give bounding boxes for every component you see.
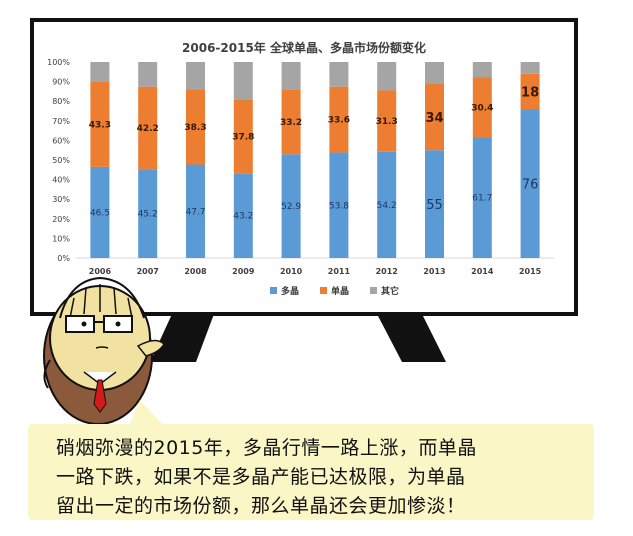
bar-segment-2 — [329, 62, 349, 87]
data-label: 30.4 — [471, 103, 493, 113]
bar-segment-1 — [520, 73, 540, 110]
y-tick-label: 80% — [52, 97, 70, 106]
caption-line: 硝烟弥漫的2015年，多晶行情一路上涨，而单晶 — [56, 437, 477, 459]
legend-swatch — [320, 287, 327, 294]
hair — [59, 276, 145, 319]
speech-caption: 硝烟弥漫的2015年，多晶行情一路上涨，而单晶 一路下跌，如果不是多晶产能已达极… — [28, 424, 594, 520]
x-tick-label: 2015 — [519, 267, 542, 276]
legend-label: 其它 — [381, 285, 399, 297]
pointing-hand — [136, 339, 165, 357]
y-tick-label: 40% — [52, 176, 70, 185]
data-label: 47.7 — [185, 207, 205, 217]
bar-segment-0 — [377, 151, 397, 258]
speech-pointer — [130, 400, 162, 424]
data-label: 42.2 — [137, 124, 159, 134]
legend: 多晶 单晶 其它 — [270, 285, 399, 297]
data-label: 55 — [426, 198, 443, 213]
glasses-left — [65, 315, 95, 333]
bar-segment-1 — [90, 81, 110, 167]
y-tick-label: 70% — [52, 117, 70, 126]
bar-segment-1 — [472, 77, 492, 138]
caption-line: 一路下跌，如果不是多晶产能已达极限，为单晶 — [56, 466, 466, 488]
stacked-bar-chart: 2006-2015年 全球单晶、多晶市场份额变化 0% 10% 20% 30% 40% 5… — [47, 40, 554, 297]
data-label: 43.3 — [89, 120, 111, 130]
data-label: 33.6 — [328, 116, 350, 126]
hair-lines — [69, 284, 133, 319]
data-label: 46.5 — [90, 208, 110, 218]
data-label: 34 — [425, 111, 443, 126]
data-label: 43.2 — [233, 212, 253, 222]
chart-board: 2006-2015年 全球单晶、多晶市场份额变化 0% 10% 20% 30% 40% 5… — [30, 18, 578, 316]
data-label: 76 — [522, 178, 539, 193]
bar-segment-0 — [233, 173, 253, 258]
character — [43, 276, 165, 425]
x-axis: 2006 2007 2008 2009 2010 2011 2012 2013 2014 2015 — [89, 267, 542, 276]
x-tick-label: 2010 — [280, 267, 303, 276]
bar-segment-0 — [520, 109, 540, 258]
y-tick-label: 10% — [52, 234, 70, 243]
data-label: 54.2 — [377, 201, 397, 211]
x-tick-label: 2007 — [137, 267, 159, 276]
x-tick-label: 2008 — [184, 267, 207, 276]
legend-label: 单晶 — [331, 285, 349, 297]
legend-swatch — [270, 287, 277, 294]
bar-segment-0 — [138, 169, 158, 258]
easel-leg-right — [377, 314, 446, 362]
bar-segment-2 — [472, 62, 492, 78]
data-label: 53.8 — [329, 201, 349, 211]
mouth — [95, 346, 109, 349]
y-tick-label: 20% — [52, 215, 70, 224]
bar-segment-2 — [520, 62, 540, 74]
bar-segment-0 — [472, 137, 492, 258]
data-label: 31.3 — [376, 117, 398, 127]
bar-segment-1 — [138, 86, 158, 170]
bar-segment-0 — [329, 152, 349, 258]
legend-label: 多晶 — [281, 285, 299, 297]
bar-segment-0 — [90, 166, 110, 258]
y-tick-label: 0% — [57, 254, 70, 263]
bar-segment-2 — [186, 62, 205, 90]
chart-title: 2006-2015年 全球单晶、多晶市场份额变化 — [182, 40, 426, 55]
x-tick-label: 2006 — [89, 267, 112, 276]
data-label: 18 — [521, 85, 539, 100]
bar-segment-2 — [281, 62, 301, 90]
data-label: 38.3 — [184, 123, 206, 133]
data-label: 33.2 — [280, 118, 302, 128]
bar-segment-1 — [186, 89, 205, 165]
y-tick-label: 60% — [52, 136, 70, 145]
data-label: 37.8 — [232, 132, 254, 142]
bar-segment-0 — [425, 150, 444, 258]
bar-segment-1 — [281, 89, 301, 155]
easel-leg-left — [150, 314, 214, 362]
bar-segment-1 — [377, 90, 397, 152]
data-label: 61.7 — [472, 194, 492, 204]
x-tick-label: 2011 — [328, 267, 351, 276]
bar-segment-1 — [233, 99, 253, 174]
y-tick-label: 100% — [47, 58, 70, 67]
y-tick-label: 30% — [52, 195, 70, 204]
x-tick-label: 2009 — [232, 267, 255, 276]
x-tick-label: 2013 — [423, 267, 445, 276]
x-tick-label: 2014 — [471, 267, 494, 276]
bars: 46.5 43.3 45.2 42.2 47.7 38.3 43.2 37.8 52.9 33.2… — [89, 62, 540, 258]
bar-segment-2 — [90, 62, 110, 82]
y-tick-label: 90% — [52, 78, 70, 87]
data-label: 45.2 — [138, 210, 158, 220]
bar-segment-0 — [186, 164, 205, 258]
bar-segment-2 — [138, 62, 158, 87]
legend-swatch — [370, 287, 377, 294]
bar-segment-2 — [233, 62, 253, 100]
bar-segment-2 — [377, 62, 397, 91]
y-tick-label: 50% — [52, 156, 70, 165]
bar-segment-1 — [329, 86, 349, 153]
tie — [93, 379, 107, 413]
data-label: 52.9 — [281, 202, 301, 212]
bar-segment-2 — [425, 62, 444, 84]
x-tick-label: 2012 — [376, 267, 398, 276]
caption-line: 留出一定的市场份额，那么单晶还会更加惨淡！ — [56, 495, 466, 517]
bar-segment-0 — [281, 154, 301, 258]
bar-segment-1 — [425, 83, 444, 151]
